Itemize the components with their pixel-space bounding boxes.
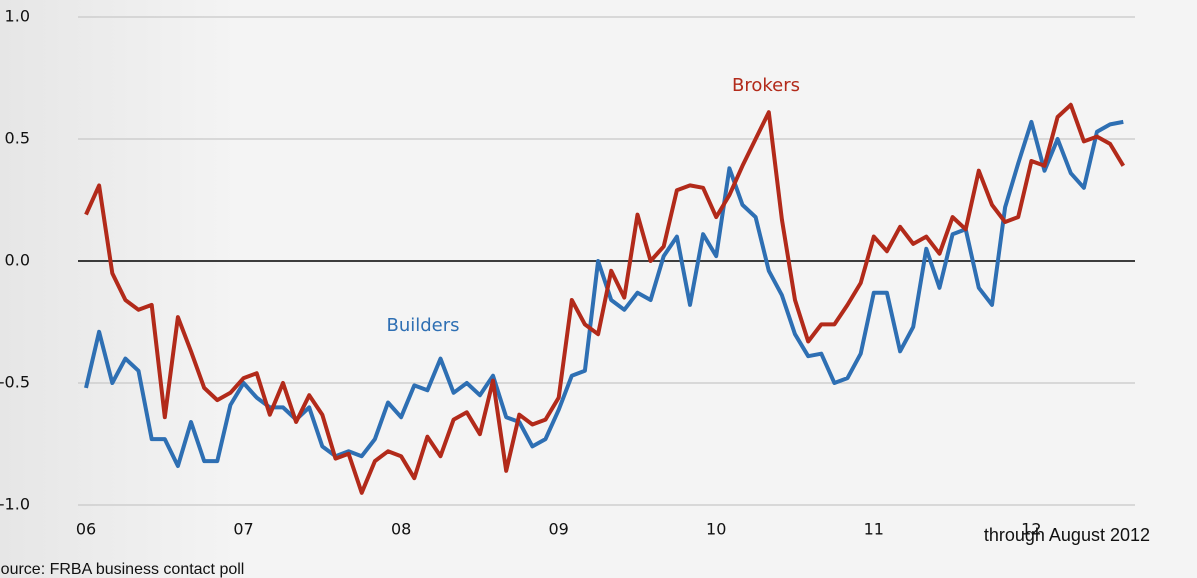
series-line — [84, 102, 1126, 495]
y-tick-label: 0.5 — [5, 129, 30, 148]
y-tick-label: 0.0 — [5, 251, 30, 270]
source: Source: FRBA business contact poll — [0, 561, 244, 578]
x-tick-label: 11 — [864, 520, 884, 539]
series-label: Brokers — [732, 75, 800, 96]
x-tick-label: 08 — [391, 520, 411, 539]
x-tick-label: 09 — [549, 520, 569, 539]
x-tick-label: 06 — [76, 520, 96, 539]
x-tick-label: 07 — [233, 520, 253, 539]
series-line — [84, 119, 1124, 468]
y-tick-label: 1.0 — [5, 7, 30, 26]
y-tick-label: -0.5 — [0, 373, 30, 392]
y-tick-label: -1.0 — [0, 495, 30, 514]
note: through August 2012 — [984, 525, 1150, 545]
x-tick-label: 10 — [706, 520, 726, 539]
x-tick-label: 12 — [1021, 520, 1041, 539]
series-label: Builders — [386, 315, 459, 336]
